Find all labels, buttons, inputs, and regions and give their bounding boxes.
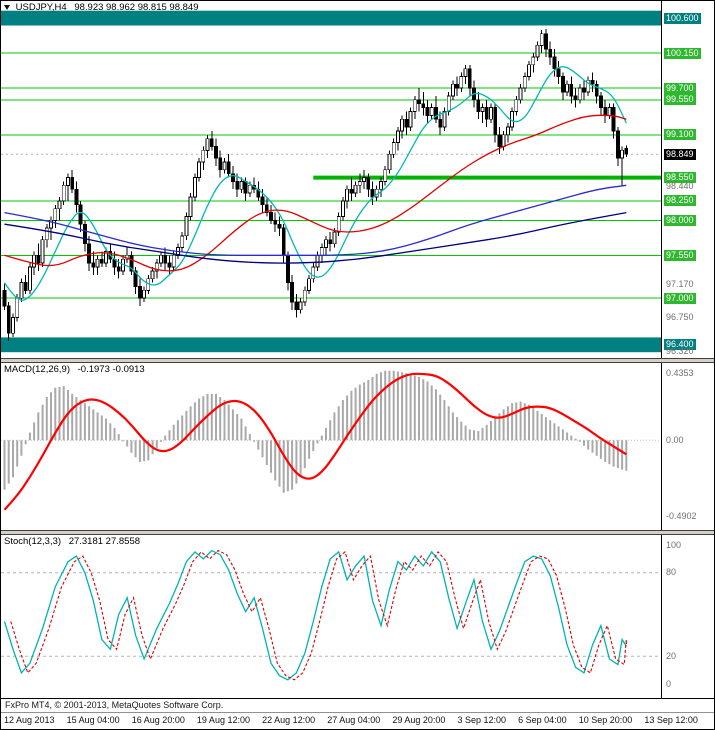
macd-scale-label: 0.00: [666, 435, 684, 445]
time-axis-label: 15 Aug 04:00: [66, 715, 120, 725]
stochastic-indicator-panel: 100 80 20 0 Stoch(12,3,3) 27.3181 27.8558: [1, 535, 714, 698]
price-scale-label: 100.150: [664, 48, 701, 59]
ma-fast-cyan: [3, 66, 627, 301]
macd-scale-label: -0.4902: [666, 511, 697, 521]
time-axis-label: 6 Sep 04:00: [518, 715, 567, 725]
price-scale-label: 100.600: [664, 13, 701, 24]
copyright-text: FxPro MT4, © 2001-2013, MetaQuotes Softw…: [5, 700, 224, 710]
stochastic-chart[interactable]: [1, 535, 661, 698]
price-scale-label: 98.000: [664, 215, 696, 226]
time-scale[interactable]: 12 Aug 2013 15 Aug 04:00 16 Aug 20:00 19 Au…: [1, 712, 714, 729]
main-chart-panel: 100.600 100.150 99.700 99.550 99.100 98.849 98…: [1, 1, 714, 358]
stoch-scale-label: 0: [666, 679, 672, 689]
time-axis-label: 10 Sep 20:00: [578, 715, 633, 725]
panel-splitter[interactable]: [1, 530, 714, 535]
price-scale-label: 98.849: [664, 149, 696, 160]
price-scale-label: 98.550: [664, 172, 696, 183]
stochastic-scale[interactable]: 100 80 20 0: [661, 535, 714, 698]
macd-header: MACD(12,26,9) -0.1973 -0.0913: [4, 364, 145, 375]
price-scale-label: 98.440: [666, 181, 694, 191]
price-scale-label: 98.250: [664, 195, 696, 206]
time-axis-label: 22 Aug 12:00: [262, 715, 316, 725]
macd-signal-line: [3, 372, 627, 511]
stoch-k-line: [3, 549, 627, 681]
price-scale-label: 99.550: [664, 94, 696, 105]
price-scale[interactable]: 100.600 100.150 99.700 99.550 99.100 98.849 98…: [661, 1, 714, 358]
price-scale-label: 99.700: [664, 83, 696, 94]
time-axis-label: 3 Sep 12:00: [457, 715, 507, 725]
stoch-d-line: [10, 549, 627, 681]
price-scale-label: 96.750: [666, 312, 694, 322]
window-marker-icon: [4, 5, 10, 10]
stochastic-values: 27.3181 27.8558: [68, 536, 141, 547]
ma-medium-red: [4, 114, 627, 272]
stoch-scale-label: 80: [666, 567, 677, 577]
price-scale-label: 99.100: [664, 129, 696, 140]
time-axis-label: 27 Aug 04:00: [327, 715, 381, 725]
price-scale-label: 97.550: [664, 250, 696, 261]
time-axis-label: 19 Aug 12:00: [196, 715, 250, 725]
target-zone-band[interactable]: [1, 337, 661, 353]
price-scale-label: 96.400: [664, 339, 696, 350]
panel-splitter[interactable]: [1, 358, 714, 363]
macd-indicator-panel: 0.4353 0.00 -0.4902 MACD(12,26,9) -0.1973 …: [1, 363, 714, 530]
stoch-scale-label: 100: [666, 540, 682, 550]
price-scale-label: 97.000: [664, 293, 696, 304]
ohlc-values: 98.923 98.962 98.815 98.849: [74, 2, 199, 13]
stochastic-indicator-label: Stoch(12,3,3): [4, 536, 62, 547]
macd-histogram: [3, 370, 628, 493]
macd-scale[interactable]: 0.4353 0.00 -0.4902: [661, 363, 714, 530]
candlestick-series: [2, 29, 629, 341]
time-axis-label: 13 Sep 12:00: [644, 715, 698, 725]
price-scale-label: 97.170: [666, 279, 694, 289]
time-axis-label: 16 Aug 20:00: [131, 715, 185, 725]
macd-indicator-label: MACD(12,26,9): [4, 364, 70, 375]
chart-header: USDJPY,H4 98.923 98.962 98.815 98.849: [4, 2, 198, 13]
macd-values: -0.1973 -0.0913: [77, 364, 145, 375]
copyright-bar: FxPro MT4, © 2001-2013, MetaQuotes Softw…: [1, 698, 714, 712]
symbol-period-label: USDJPY,H4: [15, 2, 67, 13]
target-zone-band[interactable]: [1, 10, 661, 26]
stochastic-header: Stoch(12,3,3) 27.3181 27.8558: [4, 536, 140, 547]
stoch-scale-label: 20: [666, 651, 677, 661]
main-price-chart[interactable]: [1, 1, 661, 358]
ma-slow-blue: [4, 184, 627, 256]
time-axis-label: 12 Aug 2013: [4, 715, 55, 725]
macd-chart[interactable]: [1, 363, 661, 530]
ma-slowest-navy: [4, 211, 627, 264]
price-scale-label: 96.320: [666, 346, 694, 356]
macd-scale-label: 0.4353: [666, 368, 694, 378]
time-axis-label: 29 Aug 20:00: [392, 715, 446, 725]
